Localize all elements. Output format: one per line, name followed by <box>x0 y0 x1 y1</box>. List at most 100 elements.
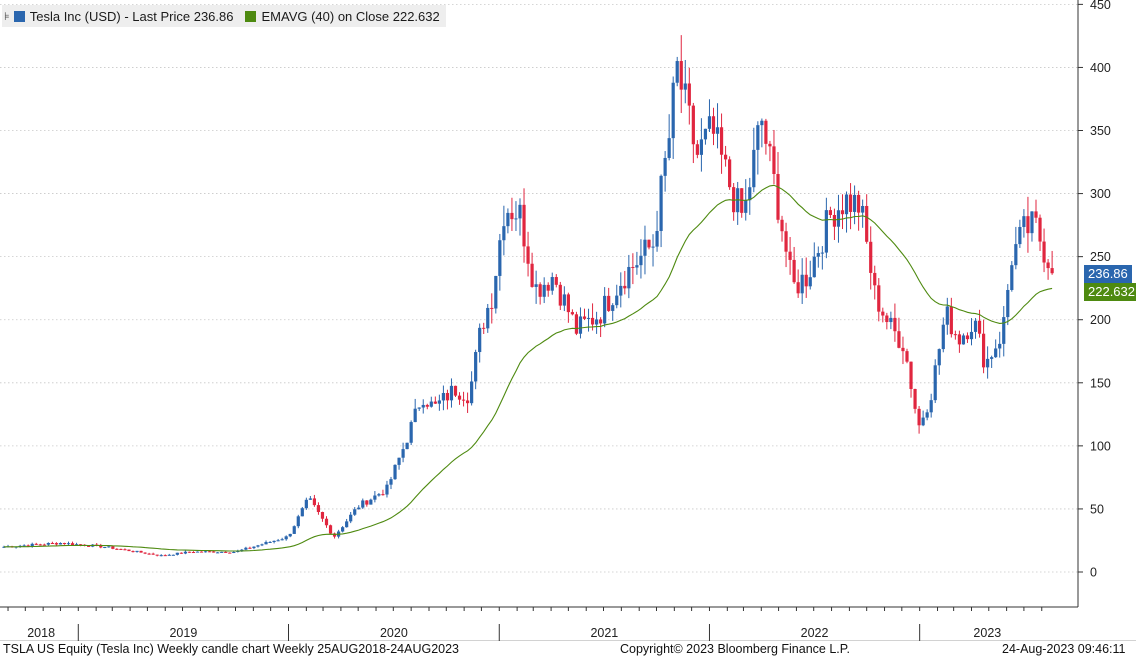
candle-body <box>256 545 260 547</box>
y-tick-label: 250 <box>1090 250 1111 264</box>
candle-body <box>470 381 474 404</box>
footer-copyright: Copyright© 2023 Bloomberg Finance L.P. <box>620 642 850 656</box>
candle-body <box>498 240 502 276</box>
ema-line <box>4 184 1053 552</box>
candle <box>357 505 361 510</box>
candle <box>349 511 353 524</box>
candle <box>486 303 490 333</box>
candle <box>723 145 728 167</box>
candle-body <box>195 551 200 553</box>
candle-body <box>744 200 748 213</box>
candle <box>683 59 687 104</box>
candle-body <box>224 551 228 553</box>
candle-body <box>490 307 494 309</box>
candle <box>381 489 385 496</box>
candle <box>889 311 893 330</box>
candle <box>1050 250 1054 275</box>
candle-body <box>220 551 224 553</box>
candle-body <box>393 464 397 480</box>
candle <box>123 548 127 551</box>
year-label: 2019 <box>169 626 197 640</box>
candle <box>433 396 437 404</box>
candle-body <box>768 143 772 147</box>
candle <box>1026 196 1030 253</box>
candle <box>288 533 292 538</box>
candle <box>675 56 679 87</box>
candle-body <box>1014 244 1018 266</box>
candle <box>732 182 736 221</box>
candle <box>445 389 450 410</box>
candle-body <box>929 400 933 413</box>
candle <box>574 311 579 336</box>
candle <box>812 242 816 278</box>
candle-body <box>421 404 425 408</box>
candle <box>187 551 192 553</box>
candle-body <box>58 542 63 545</box>
candle-body <box>252 546 256 549</box>
candle-body <box>171 554 175 556</box>
candle <box>986 346 990 379</box>
candle-body <box>728 159 732 188</box>
last-price-tag: 236.86 <box>1084 265 1132 283</box>
candle <box>848 183 853 230</box>
candle <box>498 233 502 291</box>
candle <box>417 407 421 411</box>
candle <box>292 525 296 534</box>
candle <box>707 99 712 132</box>
candle <box>740 188 744 218</box>
candle-body <box>776 174 780 220</box>
candle-body <box>599 319 603 324</box>
candle <box>534 270 538 304</box>
candle-body <box>474 352 478 382</box>
candle <box>111 545 115 550</box>
candle <box>969 318 974 346</box>
candle <box>691 102 695 164</box>
candle-body <box>840 210 845 215</box>
candle <box>800 258 804 304</box>
candle-body <box>401 449 405 458</box>
candle-body <box>284 536 288 540</box>
candle <box>760 118 764 148</box>
pin-icon[interactable]: ⊧ <box>4 10 10 23</box>
candle <box>679 35 683 114</box>
candle-body <box>457 395 462 400</box>
candle <box>1038 214 1042 252</box>
candle <box>119 548 123 551</box>
candle-body <box>623 285 627 289</box>
candle-body <box>655 231 659 247</box>
candle <box>256 544 260 548</box>
candle <box>929 393 933 418</box>
candle-body <box>905 351 909 362</box>
candle-body <box>151 553 155 555</box>
candle <box>687 67 691 125</box>
candle <box>619 272 623 308</box>
candle-body <box>167 554 171 556</box>
candle <box>756 121 760 175</box>
candle-body <box>405 442 409 450</box>
candle-body <box>631 266 635 268</box>
candle-body <box>760 120 764 126</box>
candle <box>244 546 248 551</box>
candle <box>46 542 50 547</box>
candle <box>324 516 329 528</box>
candle-body <box>857 194 861 213</box>
candle <box>252 546 256 550</box>
candle-body <box>119 548 123 550</box>
candle-body <box>865 205 869 242</box>
candle-body <box>288 533 292 537</box>
candle-body <box>522 204 526 247</box>
candle-body <box>683 83 687 90</box>
candle <box>66 541 71 546</box>
candle-body <box>796 282 800 294</box>
candle <box>139 550 143 553</box>
candle <box>332 532 337 539</box>
candle-body <box>264 542 268 545</box>
candle <box>328 524 333 535</box>
candle-body <box>986 358 990 368</box>
candle <box>474 349 478 390</box>
candle <box>594 311 599 334</box>
candle-body <box>191 552 196 554</box>
candle <box>465 392 470 413</box>
candle-body <box>816 253 820 257</box>
candle-body <box>901 347 905 352</box>
